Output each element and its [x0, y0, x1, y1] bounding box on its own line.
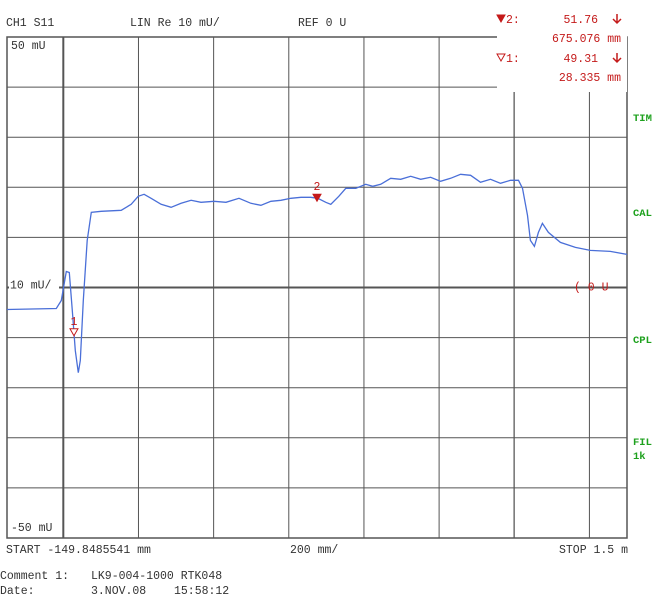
comment-label: Comment 1: [0, 570, 69, 583]
y-tick-label: -50 mU [11, 522, 53, 535]
plot-frame [6, 36, 628, 539]
stop-label: STOP 1.5 m [559, 544, 628, 557]
trace [6, 173, 628, 373]
readout-value: 51.76 [563, 14, 598, 27]
tick-label-bg [10, 522, 62, 536]
readout-label: 1: [506, 53, 520, 66]
format: LIN Re 10 mU/ [130, 17, 220, 30]
softkey-label: CAL [633, 208, 652, 220]
softkey-label: TIM [633, 113, 652, 125]
marker-label: 1 [71, 316, 78, 329]
readout-icon [496, 53, 506, 63]
readout-arrow [612, 14, 622, 25]
readout-x: 28.335 mm [559, 72, 621, 85]
softkey-label: 1k [633, 451, 646, 463]
time: 15:58:12 [174, 585, 229, 598]
readout-label: 2: [506, 14, 520, 27]
comment-text: LK9-004-1000 RTK048 [91, 570, 222, 583]
marker-label: 2 [314, 181, 321, 194]
readout-box [497, 10, 627, 92]
readout-arrow [612, 53, 622, 64]
readout-x: 675.076 mm [552, 33, 621, 46]
marker [69, 328, 79, 337]
date: 3.NOV.08 [91, 585, 146, 598]
tick-label-bg [10, 39, 62, 53]
y-tick-label: 50 mU [11, 40, 46, 53]
readout-value: 49.31 [563, 53, 598, 66]
start-label: START -149.8485541 mm [6, 544, 151, 557]
softkey-label: FIL [633, 437, 652, 449]
readout-icon [496, 14, 506, 24]
channel: CH1 S11 [6, 17, 54, 30]
ref-scale-label: 10 mU/ [10, 280, 52, 293]
label-bg [9, 279, 59, 292]
softkey-label: CPL [633, 335, 652, 347]
reference: REF 0 U [298, 17, 346, 30]
marker [312, 193, 322, 203]
date-label: Date: [0, 585, 35, 598]
ref-marker-label: ( 0 U [574, 282, 609, 295]
scale-label: 200 mm/ [290, 544, 338, 557]
